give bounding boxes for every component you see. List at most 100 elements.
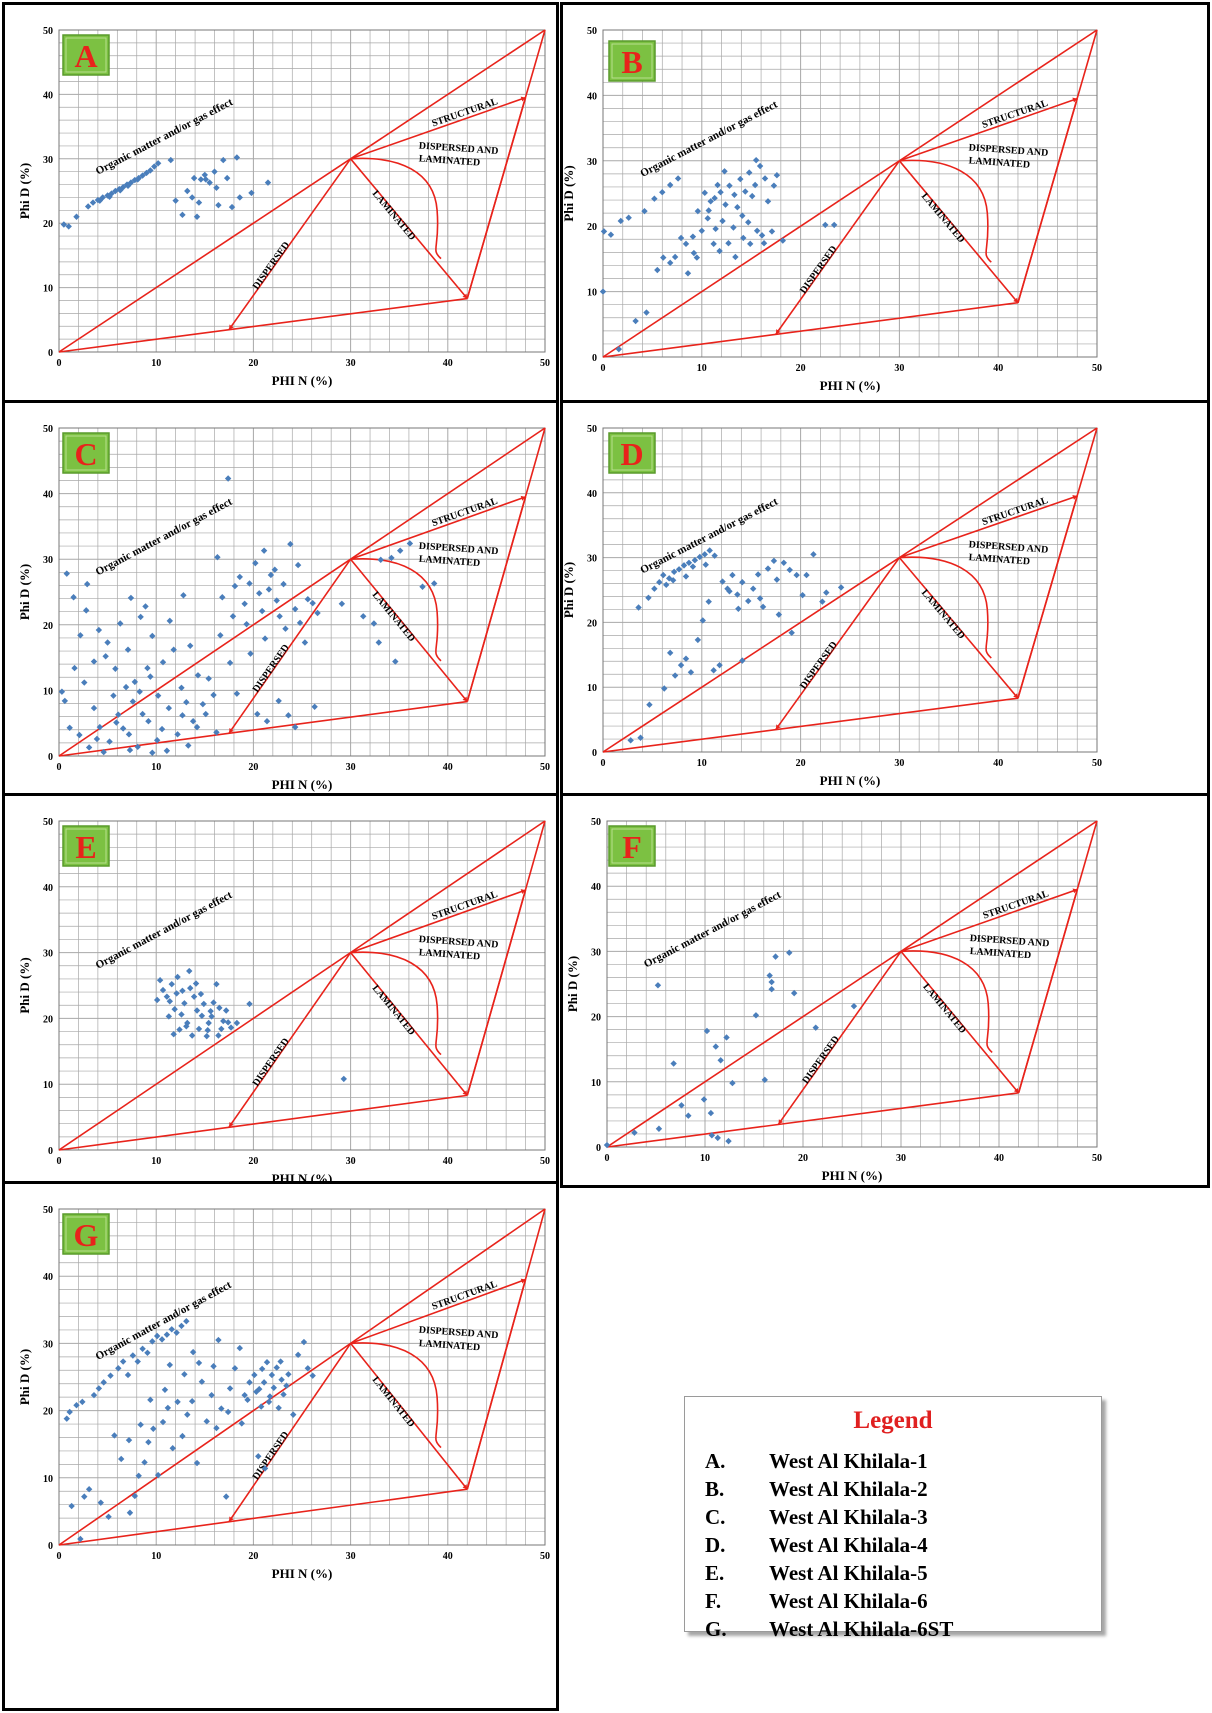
data-point: [660, 571, 667, 579]
data-point: [126, 746, 134, 754]
data-point: [258, 1365, 266, 1373]
data-point: [280, 580, 287, 588]
data-point: [700, 1096, 708, 1103]
data-point: [124, 182, 132, 190]
x-tick-label: 50: [540, 762, 550, 773]
data-point: [141, 1459, 148, 1466]
data-point: [246, 1000, 253, 1008]
sand-to-shale-line: [58, 1094, 468, 1151]
chart-d: 00 10 10 20 20 30 30 40 40 50 50 PHI N (%) Phi D (%)…: [563, 424, 1102, 788]
legend-label: West Al Khilala-6: [769, 1589, 928, 1613]
y-tick-label: 40: [587, 489, 597, 500]
organic-effect-label: Organic matter and/or gas effect: [94, 1279, 234, 1363]
data-point: [717, 1057, 724, 1064]
data-point: [226, 1385, 234, 1392]
data-point: [167, 156, 174, 164]
structural-arrowhead: [1072, 888, 1078, 894]
y-tick-label: 0: [48, 1541, 53, 1552]
data-point: [228, 203, 236, 211]
data-point: [682, 573, 690, 580]
data-point: [251, 1371, 258, 1379]
y-tick-label: 20: [591, 1013, 601, 1024]
y-axis-label: Phi D (%): [17, 1349, 32, 1405]
data-point: [291, 605, 299, 613]
legend-item-a: A. West Al Khilala-1: [705, 1449, 928, 1474]
data-point: [207, 1007, 214, 1015]
data-point: [231, 582, 239, 590]
panel-d: 00 10 10 20 20 30 30 40 40 50 50 PHI N (%) Phi D (%)…: [560, 400, 1210, 800]
data-points: [153, 967, 347, 1083]
data-point: [193, 1459, 201, 1467]
data-point: [793, 571, 800, 579]
panel-badge-inner: [611, 43, 653, 79]
data-point: [698, 227, 705, 234]
laminated-arrowhead: [462, 293, 468, 299]
data-point: [770, 182, 778, 189]
laminated-label: LAMINATED: [370, 983, 417, 1038]
data-point: [142, 603, 149, 610]
data-point: [266, 1393, 274, 1400]
data-point: [195, 199, 203, 206]
data-point: [666, 649, 674, 657]
data-point: [685, 559, 693, 566]
data-point: [722, 201, 729, 208]
legend-item-d: D. West Al Khilala-4: [705, 1533, 928, 1558]
panel-badge-inner: [65, 435, 107, 471]
data-point: [187, 642, 194, 649]
data-point: [707, 1109, 715, 1117]
data-point: [677, 661, 685, 669]
data-point: [222, 1007, 230, 1014]
data-point: [200, 1000, 208, 1008]
data-point: [183, 699, 190, 706]
x-tick-label: 20: [798, 1153, 808, 1164]
data-point: [137, 1421, 144, 1428]
chart-g: 00 10 10 20 20 30 30 40 40 50 50 PHI N (%) Phi D (%)…: [17, 1205, 550, 1581]
data-point: [260, 547, 268, 554]
y-tick-label: 40: [587, 91, 597, 102]
data-point: [746, 169, 753, 176]
data-point: [134, 1358, 141, 1365]
data-point: [823, 589, 830, 596]
legend-label: West Al Khilala-3: [769, 1505, 928, 1529]
structural-line: [350, 96, 526, 160]
legend-key: B.: [705, 1477, 725, 1501]
sand-to-shale-line: [602, 697, 1019, 753]
x-axis-label: PHI N (%): [272, 373, 333, 388]
x-tick-label: 20: [796, 758, 806, 769]
data-point: [223, 174, 231, 182]
x-tick-label: 30: [346, 1551, 356, 1562]
data-point: [645, 594, 652, 601]
data-point: [205, 1019, 212, 1027]
data-point: [599, 288, 607, 295]
data-point: [261, 1465, 269, 1472]
data-point: [184, 187, 191, 195]
laminated-arrowhead: [1013, 693, 1018, 699]
data-point: [739, 212, 746, 219]
dispersed-and-laminated-label: LAMINATED: [418, 1338, 480, 1353]
dispersed-laminated-curve: [350, 1342, 442, 1449]
data-point: [719, 217, 726, 225]
data-point: [170, 1030, 177, 1038]
panel-badge: [608, 432, 656, 474]
data-point: [264, 179, 272, 186]
laminated-arrowhead: [1013, 297, 1018, 303]
x-tick-label: 20: [796, 363, 806, 374]
structural-label: STRUCTURAL: [431, 96, 500, 129]
data-point: [213, 729, 220, 736]
data-point: [600, 228, 608, 235]
y-tick-label: 30: [587, 157, 597, 168]
data-point: [680, 562, 688, 569]
data-point: [185, 742, 192, 749]
data-point: [199, 700, 207, 708]
dispersed-arrowhead: [229, 1516, 234, 1522]
x-tick-label: 0: [57, 1551, 62, 1562]
panel-letter: G: [74, 1217, 99, 1253]
data-point: [625, 214, 632, 221]
data-point: [263, 718, 271, 725]
data-point: [125, 731, 133, 738]
data-point: [189, 1348, 197, 1356]
data-point: [66, 724, 73, 731]
data-point: [285, 1371, 292, 1378]
panel-c: 0 0 10 10 20 20 30 30 40 40 50 50 PHI N (%) Phi D (%)…: [2, 400, 559, 800]
legend-label: West Al Khilala-2: [769, 1477, 928, 1501]
